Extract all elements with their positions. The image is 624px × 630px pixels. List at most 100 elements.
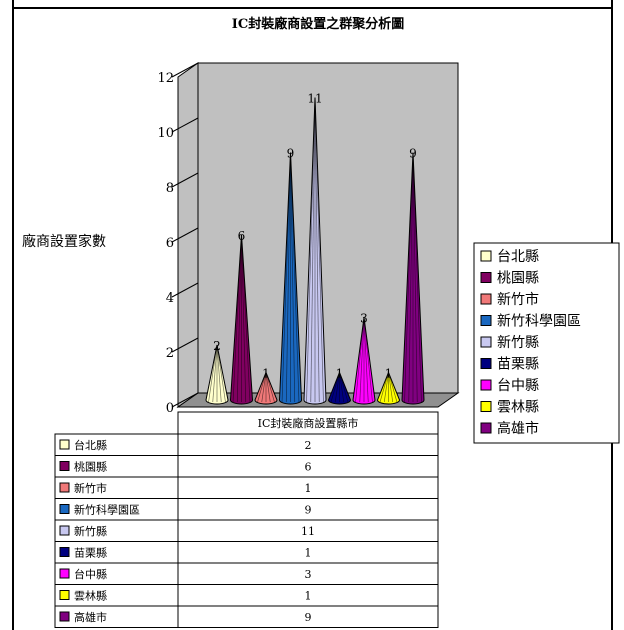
table-swatch <box>59 482 70 493</box>
legend-item: 新竹縣 <box>480 335 539 351</box>
legend-swatch <box>480 250 492 262</box>
cone-台北縣 <box>205 344 229 405</box>
legend-label: 新竹縣 <box>497 335 539 351</box>
table-row: 新竹市 1 <box>54 476 439 499</box>
cone-新竹科學園區 <box>278 152 303 405</box>
legend-swatch <box>480 293 492 305</box>
table-category: 新竹市 <box>74 481 107 495</box>
table-swatch <box>59 568 70 579</box>
cone-stripe <box>236 234 242 403</box>
legend-label: 高雄市 <box>497 420 539 437</box>
cone-苗栗縣 <box>327 371 352 405</box>
cone-stripe <box>306 97 316 403</box>
table-row: 台北縣 2 <box>54 433 439 456</box>
cone-stripe <box>281 152 291 403</box>
cone-stripe <box>359 317 365 403</box>
table-row: 台中縣 3 <box>54 562 439 585</box>
table-value-cell <box>177 605 439 628</box>
table-swatch <box>59 504 70 514</box>
legend-item: 台北縣 <box>480 249 539 265</box>
table-value: 2 <box>305 439 312 452</box>
legend-item: 新竹科學園區 <box>480 314 581 330</box>
cone-stripe <box>388 372 398 403</box>
table-swatch <box>59 590 70 600</box>
y-tick-line <box>171 392 199 408</box>
cone-桃園縣 <box>229 234 254 405</box>
y-axis-label: 廠商設置家數 <box>22 233 106 250</box>
cone-stripe <box>339 372 345 403</box>
y-tick-label: 12 <box>157 71 174 86</box>
y-tick-line <box>171 117 199 133</box>
legend-item: 高雄市 <box>480 420 539 437</box>
table-category: 桃園縣 <box>74 460 107 474</box>
cone-雲林縣 <box>376 371 401 405</box>
y-tick-label: 0 <box>166 401 174 416</box>
table-value: 9 <box>305 611 312 624</box>
cone-新竹市 <box>254 371 278 405</box>
legend-swatch <box>480 379 492 391</box>
cone-stripe <box>383 372 389 403</box>
cone-stripe <box>265 372 275 403</box>
y-tick-label: 4 <box>166 291 174 306</box>
legend-swatch <box>480 336 492 348</box>
cone-stripe <box>261 372 267 403</box>
y-tick-label: 6 <box>166 236 174 251</box>
data-label: 1 <box>262 367 270 381</box>
legend-label: 新竹市 <box>497 291 539 308</box>
table-swatch <box>59 525 70 536</box>
legend-swatch <box>480 272 492 283</box>
table-value: 9 <box>305 504 312 517</box>
data-label: 9 <box>287 147 295 161</box>
y-tick-label: 10 <box>157 126 174 141</box>
data-label: 3 <box>360 312 368 326</box>
data-label: 1 <box>336 367 344 381</box>
cone-stripe <box>404 152 414 403</box>
cone-stripe <box>290 152 296 403</box>
data-label: 6 <box>238 229 246 243</box>
cone-stripe <box>216 344 222 403</box>
legend-item: 新竹市 <box>480 291 539 308</box>
legend-swatch <box>480 315 492 326</box>
cone-stripe <box>208 344 218 403</box>
legend-box <box>473 242 620 444</box>
cone-stripe <box>241 234 251 403</box>
cone-stripe <box>216 344 226 403</box>
cone-stripe <box>241 234 247 403</box>
table-category: 高雄市 <box>74 610 107 624</box>
legend-swatch <box>480 401 492 412</box>
cone-高雄市 <box>401 152 425 405</box>
y-tick-label: 8 <box>166 181 174 196</box>
cone-stripe <box>379 372 389 403</box>
cone-stripe <box>212 344 218 403</box>
cone-stripe <box>290 152 300 403</box>
table-row: 新竹科學園區 9 <box>54 498 439 521</box>
cone-stripe <box>408 152 414 403</box>
table-category: 新竹科學園區 <box>74 503 140 517</box>
data-label: 2 <box>213 339 221 353</box>
cone-stripe <box>314 97 320 403</box>
legend-item: 桃園縣 <box>480 271 539 287</box>
table-row: 桃園縣 6 <box>54 455 439 478</box>
table-category: 雲林縣 <box>74 589 107 603</box>
table-row: 高雄市 9 <box>54 605 439 628</box>
y-tick-line <box>171 337 199 353</box>
cone-stripe <box>285 152 291 403</box>
y-tick-label: 2 <box>166 346 174 361</box>
table-category: 台北縣 <box>74 438 107 452</box>
cone-stripe <box>412 152 422 403</box>
y-tick-line <box>171 62 199 78</box>
table-value: 1 <box>305 590 312 603</box>
y-tick-line <box>171 227 199 243</box>
legend-item: 台中縣 <box>480 378 539 394</box>
table-value: 1 <box>305 482 312 495</box>
plot-side-wall <box>177 62 199 408</box>
cone-stripe <box>310 97 316 403</box>
cone-stripe <box>314 97 324 403</box>
legend-swatch <box>480 422 492 434</box>
y-tick-line <box>171 172 199 188</box>
table-value: 11 <box>301 525 315 538</box>
